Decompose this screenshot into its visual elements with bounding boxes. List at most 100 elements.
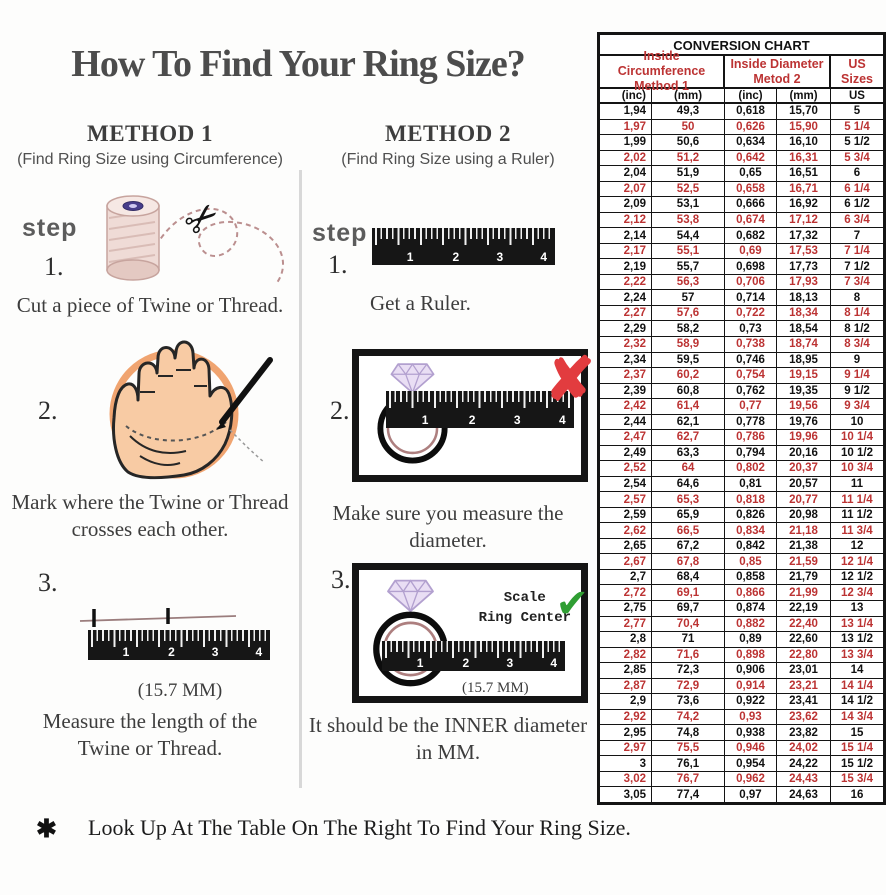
table-cell: 16,10: [777, 135, 831, 150]
table-row: 2,32 58,9 0,738 18,74 8 3/4: [600, 336, 883, 353]
table-cell: 0,666: [725, 197, 777, 212]
table-cell: 13 1/2: [841, 633, 873, 646]
table-row: 2,49 63,3 0,794 20,16 10 1/2: [600, 445, 883, 462]
table-row: 2,04 51,9 0,65 16,51 6: [600, 166, 883, 182]
table-cell: 3: [600, 756, 652, 771]
group-header-line: US Sizes: [841, 56, 873, 86]
table-cell: 17,73: [777, 259, 831, 274]
table-cell: 19,96: [777, 430, 831, 445]
table-cell: 6: [853, 167, 861, 180]
column-divider: [299, 170, 302, 788]
table-cell: 15 1/4: [841, 742, 873, 755]
page-title: How To Find Your Ring Size?: [71, 43, 525, 85]
method1-step1-caption: Cut a piece of Twine or Thread.: [16, 293, 284, 317]
table-cell: 10 1/4: [841, 431, 873, 444]
table-cell: 2,95: [600, 725, 652, 740]
table-cell: 13 1/4: [841, 617, 873, 630]
table-row: 3,02 76,7 0,962 24,43 15 3/4: [600, 771, 883, 788]
table-cell: 2,72: [600, 585, 652, 600]
table-cell: 0,914: [725, 678, 777, 694]
caption-line: crosses each other.: [71, 517, 229, 541]
table-cell: 2,49: [600, 445, 652, 461]
table-row: 3,05 77,4 0,97 24,63 16: [600, 787, 883, 802]
table-cell: 5 1/4: [844, 120, 870, 133]
table-cell: 10 1/2: [841, 446, 873, 459]
table-cell: 7: [853, 229, 861, 242]
table-cell: 2,22: [600, 274, 652, 290]
table-row: 2,87 72,9 0,914 23,21 14 1/4: [600, 678, 883, 695]
method2-step2-caption: Make sure you measure the diameter.: [332, 501, 564, 552]
table-cell: 53,1: [652, 197, 725, 212]
table-cell: 5 1/2: [844, 136, 870, 149]
method2-step3-number: 3.: [331, 565, 351, 594]
table-cell: 16,71: [777, 181, 831, 197]
table-cell: 6 1/2: [844, 198, 870, 211]
chart-group-method1: Inside Circumference Method 1: [600, 49, 725, 93]
table-cell: 12 1/4: [841, 555, 873, 568]
method2-heading: METHOD 2: [384, 121, 512, 146]
table-cell: 62,7: [652, 430, 725, 445]
table-cell: 1,99: [600, 135, 652, 150]
table-cell: 6 3/4: [844, 213, 870, 226]
twine-spool-scissors-icon: ✂: [106, 191, 285, 285]
table-cell: 0,93: [725, 709, 777, 725]
table-cell: 2,27: [600, 305, 652, 321]
table-cell: 69,1: [652, 585, 725, 600]
ruler-number: 1: [122, 645, 130, 659]
chart-group-us-sizes: US Sizes: [831, 56, 883, 87]
table-cell: 0,962: [725, 771, 777, 787]
table-cell: 18,54: [777, 321, 831, 336]
table-cell: 10 3/4: [841, 462, 873, 475]
table-row: 2,19 55,7 0,698 17,73 7 1/2: [600, 259, 883, 275]
table-cell: 14 1/2: [841, 695, 873, 708]
table-cell: 2,29: [600, 321, 652, 336]
table-cell: 63,3: [652, 445, 725, 461]
ruler-number: 2: [468, 413, 476, 427]
table-row: 2,12 53,8 0,674 17,12 6 3/4: [600, 212, 883, 229]
caption-line: Twine or Thread.: [77, 736, 223, 760]
table-cell: 17,32: [777, 228, 831, 243]
subheader-cell: (mm): [652, 89, 725, 102]
table-cell: 22,19: [777, 601, 831, 616]
table-cell: 2,65: [600, 538, 652, 554]
table-cell: 10: [850, 415, 864, 428]
table-cell: 8 1/2: [844, 322, 870, 335]
table-cell: 0,77: [725, 399, 777, 414]
table-cell: 0,746: [725, 352, 777, 368]
ruler-number: 3: [211, 645, 219, 659]
table-row: 2,09 53,1 0,666 16,92 6 1/2: [600, 197, 883, 213]
wrong-measurement-frame: 1 2 3 4 ✘: [352, 349, 595, 482]
table-cell: 0,618: [725, 104, 777, 119]
table-cell: 2,32: [600, 336, 652, 352]
table-row: 2,14 54,4 0,682 17,32 7: [600, 228, 883, 244]
table-row: 2,97 75,5 0,946 24,02 15 1/4: [600, 740, 883, 757]
table-cell: 73,6: [652, 694, 725, 709]
ruler-wrong: 1 2 3 4: [386, 391, 574, 428]
table-cell: 2,07: [600, 181, 652, 197]
table-cell: 71,6: [652, 647, 725, 663]
table-cell: 13 3/4: [841, 648, 873, 661]
table-row: 2,17 55,1 0,69 17,53 7 1/4: [600, 243, 883, 260]
method2-step-label: step: [312, 219, 368, 247]
table-cell: 66,5: [652, 523, 725, 538]
table-cell: 0,762: [725, 383, 777, 399]
method2-step3-caption: It should be the INNER diameter in MM.: [302, 712, 594, 766]
table-cell: 2,8: [600, 632, 652, 647]
ruler-method2-step1: 1 2 3 4: [372, 228, 555, 265]
table-cell: 55,1: [652, 243, 725, 259]
table-cell: 23,82: [777, 725, 831, 740]
ruler-number: 4: [255, 645, 263, 659]
table-cell: 0,81: [725, 476, 777, 492]
table-cell: 16: [850, 788, 864, 801]
caption-line: Measure the length of the: [42, 709, 258, 733]
table-cell: 19,76: [777, 414, 831, 430]
table-cell: 67,2: [652, 538, 725, 554]
method1-step2-caption: Mark where the Twine or Thread crosses e…: [0, 489, 300, 543]
table-cell: 71: [652, 632, 725, 647]
table-row: 2,34 59,5 0,746 18,95 9: [600, 352, 883, 369]
table-cell: 23,01: [777, 663, 831, 678]
table-cell: 0,938: [725, 725, 777, 740]
check-mark-icon: ✔: [555, 581, 589, 627]
table-cell: 0,714: [725, 290, 777, 305]
table-cell: 0,65: [725, 166, 777, 181]
